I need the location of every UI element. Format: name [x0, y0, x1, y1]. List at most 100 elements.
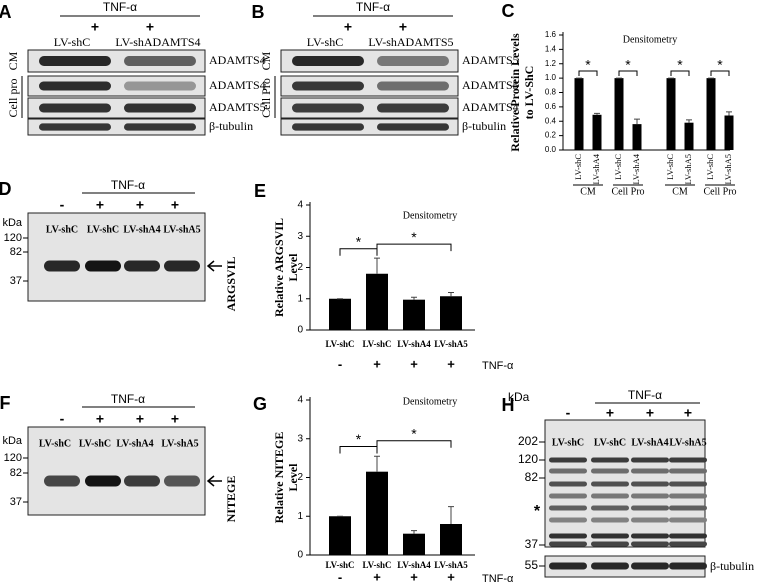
sign: +: [410, 569, 418, 584]
blot-band: [44, 475, 80, 487]
treatment: TNF-α: [482, 360, 514, 372]
blot-band: [631, 517, 669, 523]
y-tick-label: 1.6: [545, 30, 557, 39]
bracket: [710, 70, 730, 76]
blot-band: [377, 56, 449, 66]
marker-label: 120: [4, 452, 22, 464]
sign: -: [60, 197, 65, 213]
blot-band: [591, 457, 629, 463]
y-axis-label: Relative NITEGE: [272, 432, 286, 524]
y-tick-label: 0.0: [545, 145, 557, 154]
lane-label: LV-shC: [594, 437, 626, 448]
blot-band: [669, 505, 707, 511]
sign: +: [146, 19, 154, 35]
blot-band: [85, 475, 121, 487]
significance: *: [411, 425, 417, 441]
error-bar: [634, 118, 640, 125]
blot-band: [591, 505, 629, 511]
treatment: TNF-α: [356, 0, 390, 14]
sign: +: [606, 405, 614, 421]
y-tick-label: 1.2: [545, 59, 557, 68]
blot-band: [292, 103, 364, 113]
sign: +: [344, 19, 352, 35]
blot-band: [124, 123, 196, 131]
bracket: [376, 243, 452, 252]
x-tick-label: LV-shC: [573, 154, 583, 180]
row-label: ADAMTS4: [462, 100, 519, 114]
sign: +: [373, 356, 381, 371]
blot-band: [549, 505, 587, 511]
y-tick-label: 3: [297, 231, 303, 242]
row-label: ADAMTS5: [462, 78, 519, 92]
blot-band: [292, 123, 364, 131]
side-label: Cell pro: [6, 79, 20, 118]
sign: +: [96, 411, 104, 427]
y-axis-label: Level: [286, 253, 300, 282]
marker-label: 82: [10, 246, 22, 258]
x-tick-label: LV-shA5: [683, 154, 693, 185]
marker-label: kDa: [508, 390, 530, 404]
sign: +: [171, 411, 179, 427]
blot-band: [39, 123, 111, 131]
blot-band: [124, 475, 160, 487]
sign: +: [373, 569, 381, 584]
lane-label: LV-shA4: [123, 224, 160, 235]
blot-band: [85, 260, 121, 272]
y-tick-label: 2: [297, 262, 303, 273]
blot-band: [44, 260, 80, 272]
sign: +: [136, 411, 144, 427]
y-tick-label: 1: [297, 511, 303, 522]
lane-label: LV-shA5: [163, 224, 200, 235]
y-axis-label: to LV-ShC: [522, 66, 536, 120]
x-tick-label: LV-shA5: [434, 339, 468, 349]
sign: +: [447, 356, 455, 371]
annotation: Densitometry: [403, 396, 457, 407]
bar: [403, 299, 425, 330]
marker-label: 82: [10, 467, 22, 479]
bar: [684, 122, 694, 150]
significance: *: [356, 431, 362, 447]
blot-band: [631, 541, 669, 547]
lane-label: LV-shA5: [669, 437, 706, 448]
bar: [403, 533, 425, 555]
lane-label: LV-shC: [87, 224, 119, 235]
y-tick-label: 0.2: [545, 131, 557, 140]
blot-band: [631, 468, 669, 474]
blot-band: [124, 81, 196, 91]
lane-label: LV-shADAMTS4: [115, 35, 200, 49]
blot-band: [669, 493, 707, 499]
bar: [724, 115, 734, 150]
annotation: Densitometry: [403, 210, 457, 221]
x-tick-label: LV-shC: [362, 560, 391, 570]
bar: [614, 78, 624, 150]
bar: [574, 78, 584, 150]
y-tick-label: 0.8: [545, 88, 557, 97]
blot-band: [631, 533, 669, 539]
blot-band: [669, 468, 707, 474]
error-bar: [374, 257, 380, 274]
blot-band: [39, 103, 111, 113]
target-label: ARGSVIL: [224, 257, 238, 312]
row-label: β-tubulin: [209, 119, 253, 133]
error-bar: [448, 506, 454, 524]
blot: [27, 49, 206, 73]
error-bar: [411, 530, 417, 534]
side-label: Cell Pro: [259, 78, 273, 118]
blot-band: [591, 517, 629, 523]
blot-band: [669, 481, 707, 487]
bar: [592, 114, 602, 150]
blot-band: [377, 81, 449, 91]
panel-label: B: [252, 2, 265, 22]
blot-band: [164, 260, 200, 272]
marker-label: 55: [525, 558, 539, 572]
y-axis-label: Relative Protein Levels: [508, 33, 522, 152]
blot: [27, 75, 206, 97]
bracket: [670, 70, 690, 76]
blot: [27, 118, 206, 136]
y-tick-label: 4: [297, 200, 303, 211]
blot-band: [591, 533, 629, 539]
blot-band: [549, 493, 587, 499]
marker-label: 120: [4, 232, 22, 244]
bar: [632, 124, 642, 150]
lane-label: LV-shC: [552, 437, 584, 448]
